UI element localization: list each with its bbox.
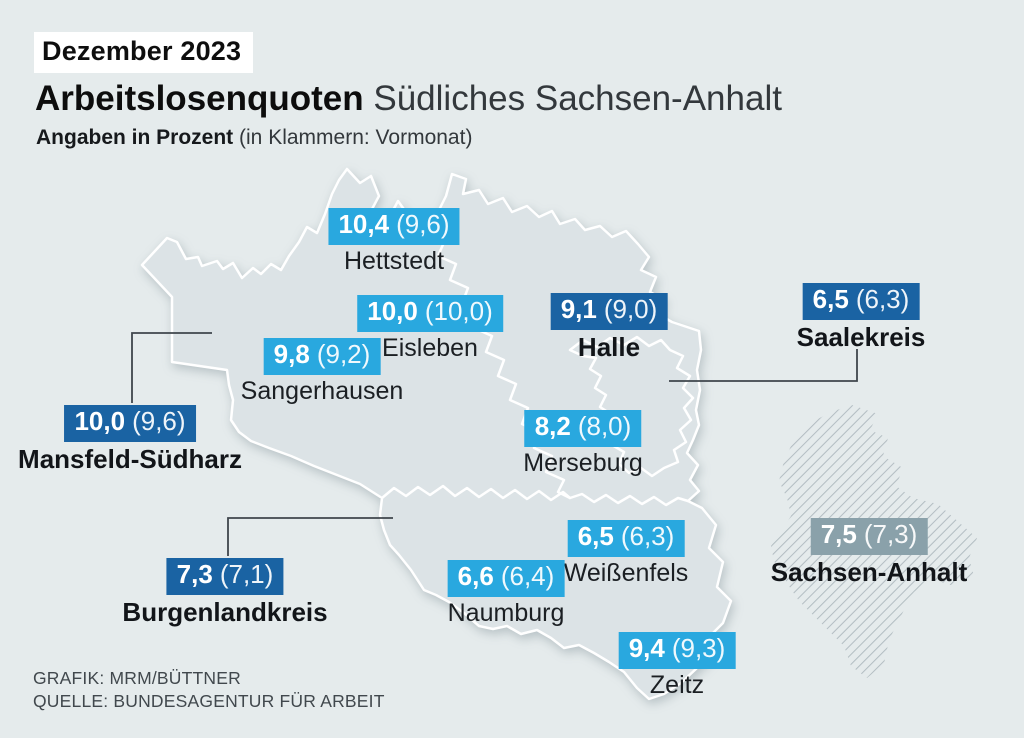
previous-value: (6,4) (500, 561, 555, 591)
value-box: 9,1 (9,0) (550, 293, 668, 330)
region-label-halle: 9,1 (9,0) Halle (550, 293, 668, 363)
region-label-mansfeld-suedharz: 10,0 (9,6) Mansfeld-Südharz (18, 405, 242, 475)
subtitle: Angaben in Prozent (in Klammern: Vormona… (36, 126, 472, 150)
value: 6,5 (577, 521, 614, 551)
value-box: 10,0 (10,0) (357, 295, 503, 332)
value: 7,5 (820, 519, 857, 549)
border-mansfeld-saalekreis (431, 220, 572, 500)
credit-grafik: GRAFIK: MRM/BÜTTNER (33, 668, 241, 688)
previous-value: (9,3) (671, 633, 726, 663)
value: 10,0 (367, 296, 418, 326)
region-name: Sangerhausen (240, 376, 404, 405)
subtitle-bold: Angaben in Prozent (36, 126, 234, 149)
value: 6,5 (812, 284, 849, 314)
previous-value: (9,2) (316, 339, 371, 369)
credits: GRAFIK: MRM/BÜTTNER QUELLE: BUNDESAGENTU… (33, 667, 385, 713)
credit-quelle: QUELLE: BUNDESAGENTUR FÜR ARBEIT (33, 691, 385, 711)
region-label-naumburg: 6,6 (6,4) Naumburg (447, 560, 565, 628)
region-label-hettstedt: 10,4 (9,6) Hettstedt (328, 208, 460, 276)
value-box: 10,4 (9,6) (328, 208, 460, 245)
previous-value: (6,3) (855, 284, 910, 314)
previous-value: (7,1) (219, 559, 274, 589)
region-name: Merseburg (523, 448, 643, 477)
previous-value: (10,0) (424, 296, 493, 326)
value-box: 9,8 (9,2) (263, 338, 381, 375)
value: 8,2 (534, 411, 571, 441)
value: 7,3 (176, 559, 213, 589)
region-label-saalekreis: 6,5 (6,3) Saalekreis (796, 283, 926, 353)
value-box: 7,5 (7,3) (810, 518, 928, 555)
value: 9,8 (273, 339, 310, 369)
region-label-sachsen-anhalt: 7,5 (7,3) Sachsen-Anhalt (770, 518, 968, 588)
region-name: Hettstedt (343, 246, 445, 275)
title-regular: Südliches Sachsen-Anhalt (363, 79, 782, 118)
region-label-sangerhausen: 9,8 (9,2) Sangerhausen (240, 338, 404, 406)
date-badge: Dezember 2023 (34, 32, 254, 73)
enclave-halle (568, 335, 695, 478)
value-box: 7,3 (7,1) (166, 558, 284, 595)
region-name: Weißenfels (563, 558, 689, 587)
value: 10,4 (338, 209, 390, 239)
page-title: Arbeitslosenquoten Südliches Sachsen-Anh… (35, 79, 782, 119)
border-burgenlandkreis-north (380, 484, 690, 507)
region-name: Mansfeld-Südharz (18, 443, 242, 474)
region-label-weissenfels: 6,5 (6,3) Weißenfels (563, 520, 689, 588)
value: 9,4 (628, 633, 665, 663)
region-name: Eisleben (382, 333, 478, 362)
region-name: Naumburg (447, 598, 565, 627)
region-label-zeitz: 9,4 (9,3) Zeitz (618, 632, 736, 700)
region-label-merseburg: 8,2 (8,0) Merseburg (523, 410, 643, 478)
value: 6,6 (457, 561, 494, 591)
region-name: Saalekreis (796, 321, 926, 352)
region-name: Halle (577, 331, 641, 362)
previous-value: (9,0) (603, 294, 658, 324)
value-box: 9,4 (9,3) (618, 632, 736, 669)
value-box: 8,2 (8,0) (524, 410, 642, 447)
previous-value: (7,3) (863, 519, 918, 549)
value-box: 6,6 (6,4) (447, 560, 565, 597)
value-box: 6,5 (6,3) (802, 283, 920, 320)
region-name: Burgenlandkreis (122, 596, 328, 627)
value: 9,1 (560, 294, 597, 324)
previous-value: (9,6) (396, 209, 450, 239)
value: 10,0 (74, 406, 126, 436)
previous-value: (9,6) (132, 406, 186, 436)
connector-mansfeld-suedharz (131, 332, 212, 403)
connector-saalekreis (669, 349, 858, 382)
region-name: Sachsen-Anhalt (770, 556, 968, 587)
previous-value: (6,3) (620, 521, 675, 551)
value-box: 6,5 (6,3) (567, 520, 685, 557)
value-box: 10,0 (9,6) (64, 405, 196, 442)
connector-burgenlandkreis (227, 517, 393, 556)
region-label-eisleben: 10,0 (10,0) Eisleben (357, 295, 503, 363)
subtitle-regular: (in Klammern: Vormonat) (233, 126, 473, 149)
previous-value: (8,0) (577, 411, 632, 441)
region-name: Zeitz (649, 670, 705, 699)
title-bold: Arbeitslosenquoten (35, 79, 364, 118)
region-label-burgenlandkreis: 7,3 (7,1) Burgenlandkreis (122, 558, 328, 628)
